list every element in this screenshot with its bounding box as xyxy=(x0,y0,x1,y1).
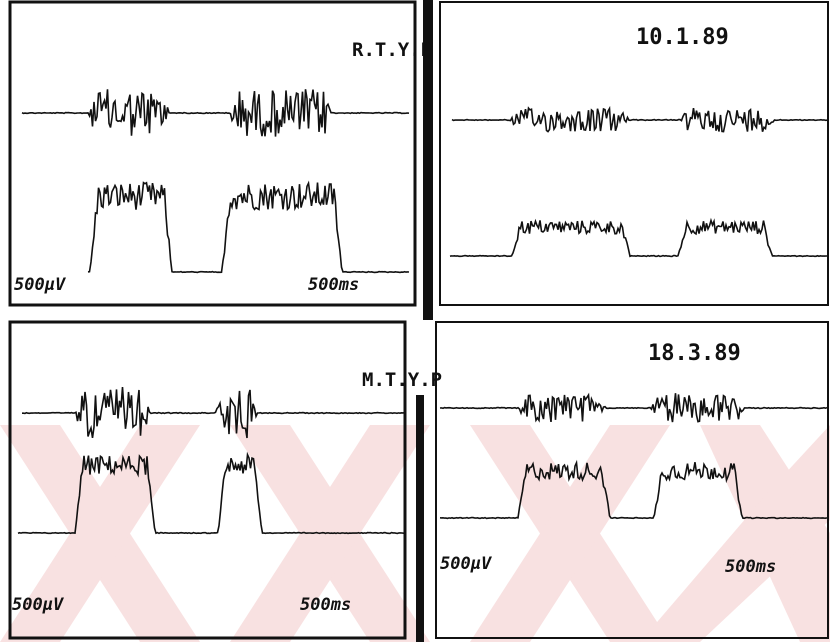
figure: R.T.Y.P 10.1.89 500µV 500ms M.T.Y.P 18.3… xyxy=(0,0,830,642)
subject-label: R.T.Y.P xyxy=(352,39,432,61)
amplitude-scale: 500µV xyxy=(440,554,492,574)
date-label: 18.3.89 xyxy=(648,341,741,366)
time-scale: 500ms xyxy=(725,557,776,577)
watermark xyxy=(0,425,830,642)
time-scale: 500ms xyxy=(308,275,359,295)
integrated-emg-trace xyxy=(450,220,828,256)
raw-emg-trace xyxy=(440,393,827,422)
time-scale: 500ms xyxy=(300,595,351,615)
page: R.T.Y.P 10.1.89 500µV 500ms M.T.Y.P 18.3… xyxy=(0,0,830,642)
raw-emg-trace xyxy=(452,108,827,132)
raw-emg-trace xyxy=(22,387,405,438)
subject-label: M.T.Y.P xyxy=(362,369,442,391)
date-label: 10.1.89 xyxy=(636,25,729,50)
integrated-emg-trace xyxy=(88,183,409,273)
raw-emg-trace xyxy=(22,89,409,136)
amplitude-scale: 500µV xyxy=(12,595,64,615)
amplitude-scale: 500µV xyxy=(14,275,66,295)
